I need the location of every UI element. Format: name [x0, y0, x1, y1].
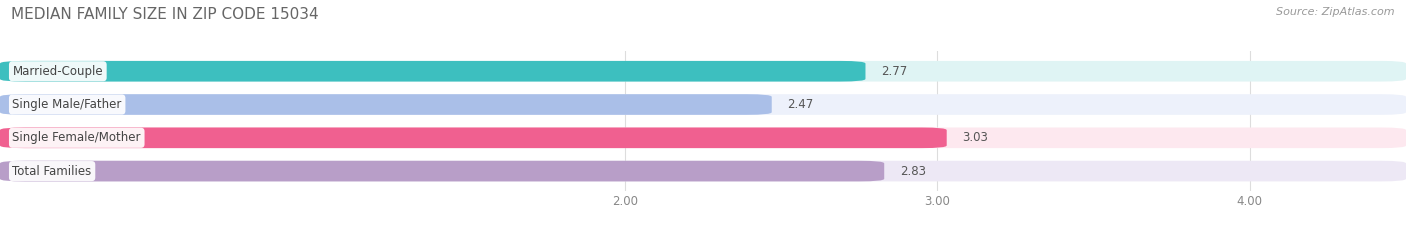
Text: MEDIAN FAMILY SIZE IN ZIP CODE 15034: MEDIAN FAMILY SIZE IN ZIP CODE 15034: [11, 7, 319, 22]
Text: Source: ZipAtlas.com: Source: ZipAtlas.com: [1277, 7, 1395, 17]
FancyBboxPatch shape: [0, 61, 866, 82]
Text: 2.77: 2.77: [882, 65, 907, 78]
Text: Married-Couple: Married-Couple: [13, 65, 103, 78]
FancyBboxPatch shape: [0, 94, 1406, 115]
Text: Single Male/Father: Single Male/Father: [13, 98, 122, 111]
Text: Total Families: Total Families: [13, 164, 91, 178]
FancyBboxPatch shape: [0, 61, 1406, 82]
FancyBboxPatch shape: [0, 161, 1406, 182]
Text: Single Female/Mother: Single Female/Mother: [13, 131, 141, 144]
FancyBboxPatch shape: [0, 127, 1406, 148]
FancyBboxPatch shape: [0, 127, 946, 148]
FancyBboxPatch shape: [0, 94, 772, 115]
Text: 2.47: 2.47: [787, 98, 814, 111]
FancyBboxPatch shape: [0, 161, 884, 182]
Text: 2.83: 2.83: [900, 164, 925, 178]
Text: 3.03: 3.03: [962, 131, 988, 144]
